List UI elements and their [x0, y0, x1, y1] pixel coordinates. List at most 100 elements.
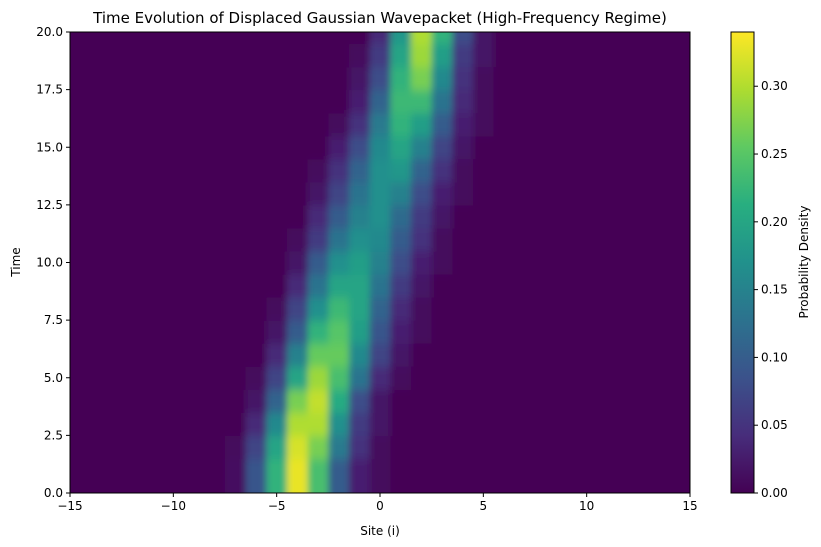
colorbar [731, 32, 754, 493]
colorbar-label: Probability Density [797, 206, 811, 319]
heatmap-cell [679, 250, 690, 275]
heatmap-cell [473, 320, 495, 344]
heatmap-cell [163, 181, 185, 206]
heatmap-cell [452, 481, 474, 493]
heatmap-cell [225, 43, 247, 68]
heatmap-cell [473, 32, 495, 45]
heatmap-cell [535, 320, 557, 344]
heatmap-cell [287, 158, 309, 183]
heatmap-cell [390, 343, 412, 367]
heatmap-cell [493, 412, 515, 436]
heatmap-cell [514, 343, 536, 367]
heatmap-cell [287, 481, 309, 493]
heatmap-cell [535, 297, 557, 321]
x-tick-label: −10 [161, 499, 186, 513]
x-tick-label: 10 [579, 499, 594, 513]
heatmap-cell [659, 89, 681, 114]
heatmap-cell [390, 181, 412, 206]
heatmap-cell [70, 366, 81, 390]
heatmap-cell [679, 274, 690, 298]
heatmap-cell [225, 412, 247, 436]
heatmap-cell [163, 274, 185, 298]
heatmap-cell [204, 112, 226, 137]
heatmap-cell [638, 458, 660, 483]
heatmap-cell [659, 389, 681, 413]
heatmap-cell [555, 297, 577, 321]
heatmap-cell [163, 43, 185, 68]
heatmap-cell [70, 204, 81, 229]
heatmap-cell [555, 112, 577, 137]
heatmap-cell [597, 458, 619, 483]
heatmap-cell [617, 112, 639, 137]
heatmap-cell [266, 158, 288, 183]
heatmap-cell [617, 435, 639, 460]
heatmap-cell [245, 343, 267, 367]
heatmap-cell [493, 227, 515, 252]
heatmap-cell [431, 66, 453, 91]
heatmap-cell [493, 89, 515, 114]
heatmap-cell [638, 158, 660, 183]
heatmap-cell [163, 343, 185, 367]
heatmap-cell [245, 435, 267, 460]
heatmap-cell [70, 181, 81, 206]
heatmap-cell [121, 89, 143, 114]
heatmap-cell [473, 297, 495, 321]
heatmap-cell [576, 66, 598, 91]
heatmap-cell [70, 481, 81, 493]
heatmap-cell [266, 343, 288, 367]
heatmap-cell [576, 135, 598, 160]
heatmap-cell [473, 274, 495, 298]
heatmap-cell [183, 250, 205, 275]
heatmap-cell [411, 458, 433, 483]
heatmap-cell [70, 320, 81, 344]
heatmap-cell [70, 43, 81, 68]
heatmap-cell [493, 250, 515, 275]
heatmap-cell [679, 158, 690, 183]
heatmap-cell [431, 43, 453, 68]
heatmap-cell [204, 250, 226, 275]
heatmap-cell [597, 389, 619, 413]
heatmap-cell [266, 481, 288, 493]
heatmap-cell [431, 227, 453, 252]
heatmap-cell [369, 204, 391, 229]
heatmap-cell [555, 204, 577, 229]
heatmap-cell [328, 112, 350, 137]
heatmap-cell [225, 458, 247, 483]
heatmap-cell [659, 227, 681, 252]
heatmap-cell [369, 227, 391, 252]
heatmap-cell [204, 274, 226, 298]
heatmap-cell [163, 389, 185, 413]
heatmap-cell [473, 412, 495, 436]
heatmap-cell [473, 366, 495, 390]
heatmap-cell [473, 66, 495, 91]
heatmap-cell [183, 158, 205, 183]
heatmap-cell [555, 66, 577, 91]
heatmap-cell [121, 412, 143, 436]
heatmap-cell [555, 158, 577, 183]
heatmap-cell [411, 250, 433, 275]
heatmap-cell [431, 458, 453, 483]
heatmap-cell [411, 32, 433, 45]
heatmap-cell [266, 274, 288, 298]
heatmap-cell [204, 227, 226, 252]
heatmap-cell [452, 112, 474, 137]
heatmap-cell [225, 250, 247, 275]
heatmap-cell [493, 66, 515, 91]
heatmap-cell [431, 481, 453, 493]
heatmap-cell [390, 274, 412, 298]
heatmap-cell [163, 320, 185, 344]
heatmap-cell [287, 135, 309, 160]
heatmap-cell [307, 458, 329, 483]
heatmap-cell [679, 66, 690, 91]
heatmap-cell [638, 343, 660, 367]
heatmap-cell [369, 274, 391, 298]
heatmap-cell [245, 412, 267, 436]
heatmap-cell [369, 389, 391, 413]
heatmap-cell [411, 158, 433, 183]
heatmap-cell [287, 204, 309, 229]
heatmap-cell [349, 389, 371, 413]
heatmap-cell [617, 204, 639, 229]
heatmap-cell [349, 181, 371, 206]
heatmap-cell [617, 274, 639, 298]
heatmap-cell [617, 343, 639, 367]
